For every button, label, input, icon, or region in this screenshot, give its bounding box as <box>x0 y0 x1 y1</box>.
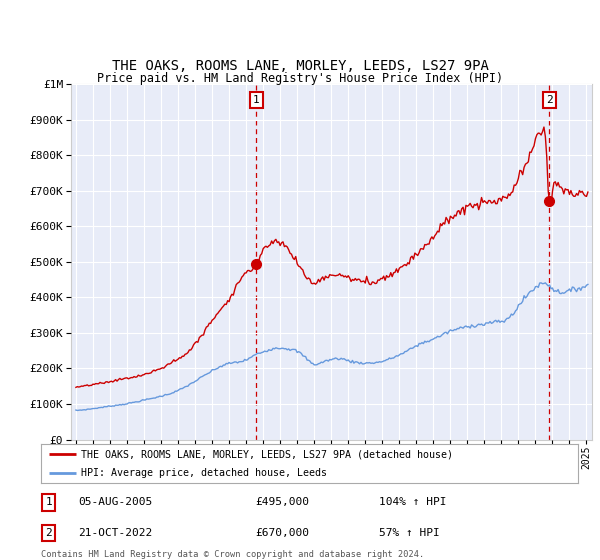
Text: Price paid vs. HM Land Registry's House Price Index (HPI): Price paid vs. HM Land Registry's House … <box>97 72 503 85</box>
Text: HPI: Average price, detached house, Leeds: HPI: Average price, detached house, Leed… <box>81 468 327 478</box>
Text: 57% ↑ HPI: 57% ↑ HPI <box>379 528 440 538</box>
Text: 1: 1 <box>253 95 260 105</box>
Text: Contains HM Land Registry data © Crown copyright and database right 2024.
This d: Contains HM Land Registry data © Crown c… <box>41 550 424 560</box>
Text: 104% ↑ HPI: 104% ↑ HPI <box>379 497 446 507</box>
Text: £670,000: £670,000 <box>256 528 310 538</box>
Text: 1: 1 <box>46 497 52 507</box>
Text: 05-AUG-2005: 05-AUG-2005 <box>79 497 152 507</box>
Text: 21-OCT-2022: 21-OCT-2022 <box>79 528 152 538</box>
Text: £495,000: £495,000 <box>256 497 310 507</box>
Text: THE OAKS, ROOMS LANE, MORLEY, LEEDS, LS27 9PA (detached house): THE OAKS, ROOMS LANE, MORLEY, LEEDS, LS2… <box>81 450 453 460</box>
Text: THE OAKS, ROOMS LANE, MORLEY, LEEDS, LS27 9PA: THE OAKS, ROOMS LANE, MORLEY, LEEDS, LS2… <box>112 59 488 73</box>
Text: 2: 2 <box>545 95 553 105</box>
Text: 2: 2 <box>46 528 52 538</box>
